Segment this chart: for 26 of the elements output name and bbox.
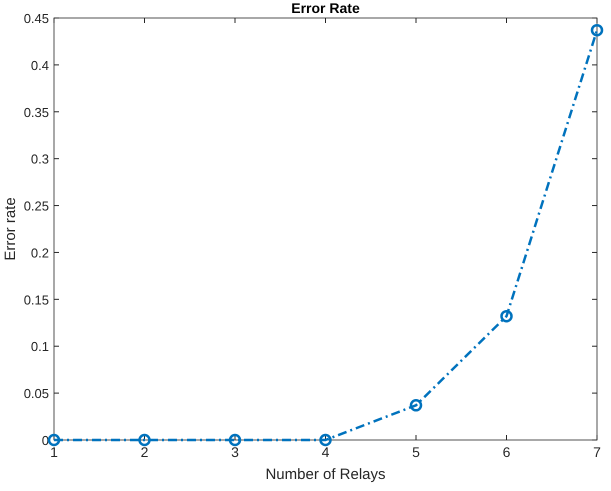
y-tick-label: 0.4 xyxy=(30,58,49,73)
y-tick-label: 0.35 xyxy=(24,104,49,120)
point xyxy=(410,399,422,412)
x-tick-label: 7 xyxy=(593,444,602,460)
point xyxy=(500,310,513,322)
chart-title: Error Rate xyxy=(291,0,360,16)
x-axis-title: Number of Relays xyxy=(265,466,386,483)
x-tick-label: 4 xyxy=(322,444,330,460)
x-tick-label: 5 xyxy=(412,444,420,460)
point xyxy=(590,24,604,36)
x-tick-label: 3 xyxy=(231,444,240,460)
y-tick-label: 0.45 xyxy=(24,11,49,26)
y-tick-label: 0.05 xyxy=(24,386,49,402)
x-tick-label: 1 xyxy=(50,444,58,460)
x-tick-label: 2 xyxy=(140,444,149,460)
point xyxy=(48,434,60,446)
x-tick-label: 6 xyxy=(502,444,511,460)
point xyxy=(138,434,151,446)
y-tick-label: 0.25 xyxy=(24,198,49,214)
y-axis-title: Error rate xyxy=(2,197,19,261)
y-tick-label: 0.15 xyxy=(24,292,49,308)
y-tick-label: 0.2 xyxy=(30,245,49,260)
y-tick-label: 0.3 xyxy=(30,152,49,167)
y-tick-label: 0.1 xyxy=(30,339,49,354)
point xyxy=(319,434,332,446)
point xyxy=(228,434,242,446)
